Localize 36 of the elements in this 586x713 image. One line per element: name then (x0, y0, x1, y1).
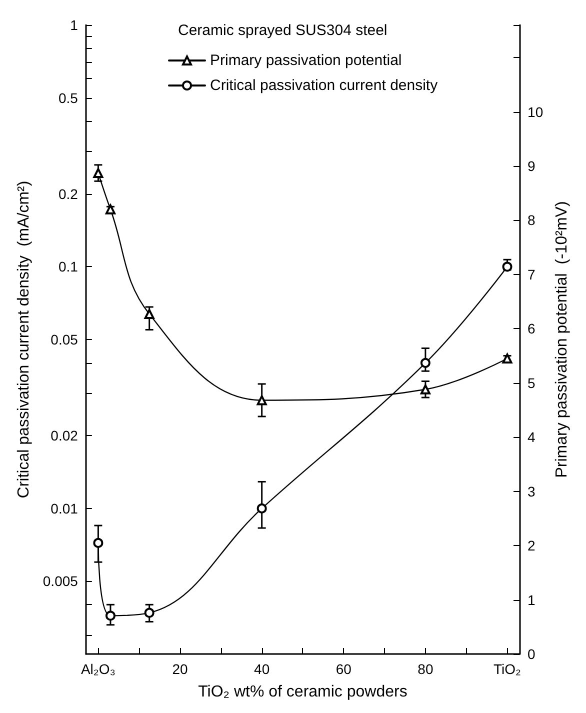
y-tick-label: 0.2 (58, 186, 78, 202)
y-tick-label: 0.02 (50, 428, 78, 444)
legend-label: Primary passivation potential (210, 52, 402, 69)
y2-tick-label: 1 (528, 592, 536, 608)
point (105, 610, 116, 621)
x-tick-label: TiO₂ (494, 661, 521, 677)
y2-tick-label: 5 (528, 374, 536, 391)
y2-tick-label: 0 (528, 646, 536, 662)
x-axis-title: TiO₂ wt% of ceramic powders (198, 684, 408, 700)
point (256, 503, 267, 514)
x-tick-label: 20 (172, 661, 188, 677)
y-tick-label: 0.5 (58, 90, 78, 106)
x-tick-label: 40 (254, 661, 270, 677)
y-tick-label: 0.01 (50, 500, 78, 516)
y2-tick-label: 9 (528, 158, 536, 174)
y2-tick-label: 6 (528, 320, 536, 337)
y2-tick-label: 7 (528, 266, 536, 282)
y-axis-title: Critical passivation current density (mA/cm²) (16, 180, 32, 498)
y2-axis-title: Primary passivation potential (-10²mV) (554, 201, 570, 478)
legend-label: Critical passivation current density (210, 77, 438, 94)
x-tick-label: 60 (336, 661, 352, 677)
y2-tick-label: 2 (528, 538, 536, 554)
y-tick-label: 0.05 (50, 332, 78, 348)
y-tick-label: 0.005 (42, 573, 78, 590)
y-tick-label: 1 (70, 17, 78, 33)
legend-title: Ceramic sprayed SUS304 steel (178, 22, 388, 39)
y2-tick-label: 3 (528, 483, 536, 500)
x-tick-label: 80 (418, 661, 434, 677)
y2-tick-label: 10 (528, 104, 544, 120)
y-tick-label: 0.1 (58, 258, 78, 275)
y2-tick-label: 4 (528, 429, 536, 446)
y2-tick-label: 8 (528, 212, 536, 228)
x-tick-label: Al₂O₃ (80, 661, 116, 677)
point (420, 358, 430, 368)
point (93, 538, 104, 548)
point (144, 608, 154, 618)
